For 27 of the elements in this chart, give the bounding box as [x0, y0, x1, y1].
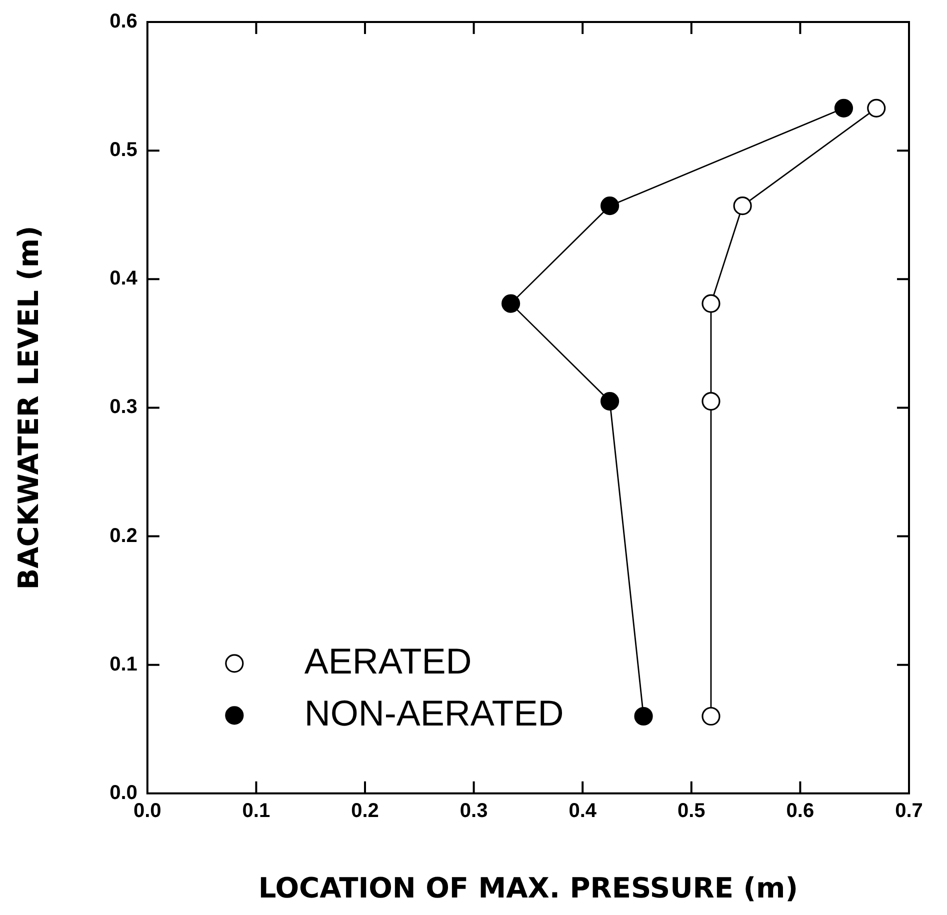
x-tick-label: 0.6 — [786, 800, 814, 822]
point — [501, 294, 520, 313]
y-axis-title: BACKWATER LEVEL (m) — [12, 226, 46, 590]
point — [600, 196, 620, 216]
y-tick-label: 0.3 — [110, 396, 138, 418]
x-tick-label: 0.3 — [460, 800, 488, 822]
y-tick-label: 0.6 — [110, 10, 138, 33]
x-axis-title: LOCATION OF MAX. PRESSURE (m) — [258, 871, 798, 904]
y-tick-label: 0.5 — [110, 139, 138, 162]
point — [702, 706, 720, 726]
x-tick-label: 0.7 — [895, 800, 923, 822]
point — [634, 706, 653, 726]
point — [600, 392, 620, 411]
x-tick-label: 0.4 — [568, 800, 598, 822]
y-tick-label: 0.1 — [110, 653, 138, 676]
point — [834, 98, 854, 118]
point — [702, 294, 720, 313]
x-tick-label: 0.1 — [242, 800, 270, 822]
x-tick-label: 0.5 — [677, 800, 706, 822]
point — [733, 196, 752, 216]
y-tick-label: 0.2 — [110, 524, 138, 547]
point — [702, 392, 720, 411]
point — [867, 98, 886, 118]
legend-label: NON-AERATED — [304, 692, 564, 734]
legend-label: AERATED — [304, 640, 472, 682]
y-tick-label: 0.4 — [110, 268, 138, 290]
x-tick-label: 0.2 — [351, 800, 379, 822]
